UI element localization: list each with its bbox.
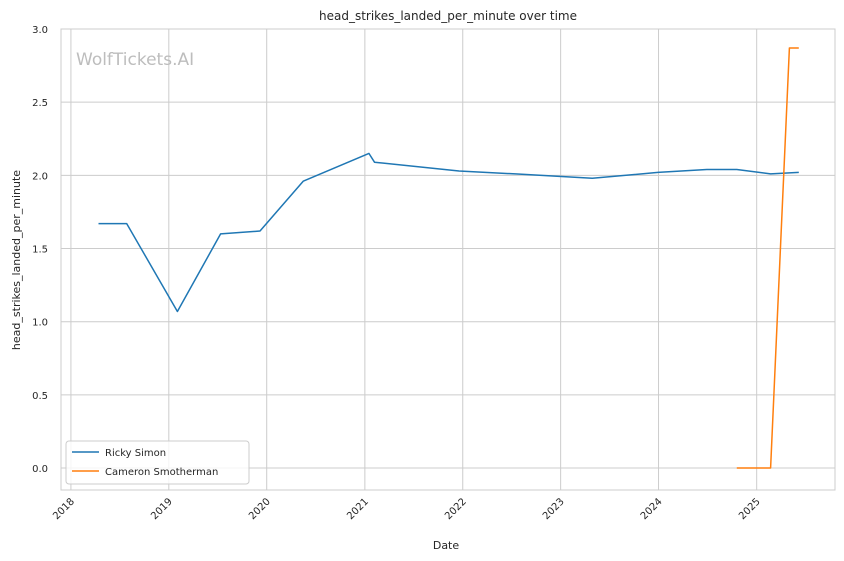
x-axis-label: Date	[433, 539, 460, 552]
plot-background	[61, 29, 835, 490]
y-tick-labels: 0.0 0.5 1.0 1.5 2.0 2.5 3.0	[32, 25, 48, 475]
chart-title: head_strikes_landed_per_minute over time	[319, 9, 577, 23]
watermark-text: WolfTickets.AI	[76, 50, 194, 70]
x-tick-label: 2021	[345, 496, 371, 522]
x-tick-label: 2018	[51, 496, 77, 522]
plot-frame	[60, 28, 836, 491]
y-axis-label: head_strikes_landed_per_minute	[10, 170, 23, 350]
legend-box	[65, 440, 250, 485]
y-tick-label: 0.5	[32, 391, 48, 402]
legend-label-ricky-simon: Ricky Simon	[105, 448, 166, 459]
x-tick-label: 2025	[737, 496, 763, 522]
y-tick-label: 0.0	[32, 464, 48, 475]
y-tick-label: 1.5	[32, 245, 48, 256]
x-tick-label: 2024	[639, 496, 665, 522]
y-tick-label: 3.0	[32, 25, 48, 36]
y-tick-label: 1.0	[32, 318, 48, 329]
series-line-cameron-smotherman	[736, 47, 799, 469]
legend: Ricky Simon Cameron Smotherman	[65, 440, 250, 485]
legend-label-cameron-smotherman: Cameron Smotherman	[105, 467, 218, 478]
series-lines	[98, 47, 799, 469]
y-tick-label: 2.0	[32, 171, 48, 182]
series-line-ricky-simon	[98, 152, 799, 313]
x-tick-labels: 2018 2019 2020 2021 2022 2023 2024 2025	[51, 496, 763, 522]
x-tick-label: 2019	[149, 496, 175, 522]
x-tick-label: 2020	[247, 496, 273, 522]
y-tick-label: 2.5	[32, 98, 48, 109]
x-tick-label: 2023	[541, 496, 567, 522]
grid	[61, 28, 835, 490]
x-tick-label: 2022	[443, 496, 469, 522]
